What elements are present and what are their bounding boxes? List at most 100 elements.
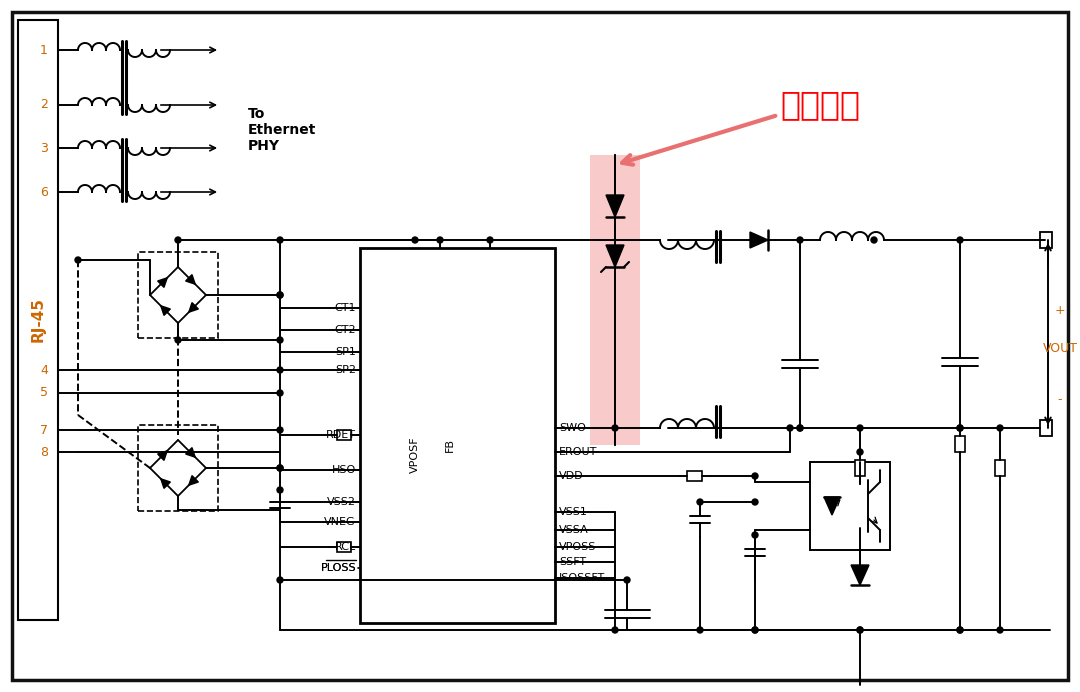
Circle shape — [787, 425, 793, 431]
Text: 5: 5 — [40, 387, 48, 399]
Circle shape — [957, 237, 963, 243]
Polygon shape — [606, 195, 624, 217]
Text: +: + — [1055, 304, 1065, 316]
Bar — [18, 20, 58, 620]
Bar — [138, 252, 218, 338]
Text: VOUT: VOUT — [1042, 341, 1078, 354]
Text: CT1: CT1 — [335, 303, 356, 313]
Circle shape — [797, 425, 804, 431]
Circle shape — [957, 627, 963, 633]
Bar — [337, 542, 351, 552]
Bar — [1040, 420, 1052, 436]
Text: 7: 7 — [40, 424, 48, 437]
Circle shape — [487, 237, 492, 243]
Circle shape — [858, 627, 863, 633]
Text: 3: 3 — [40, 141, 48, 154]
Circle shape — [175, 337, 181, 343]
Text: VNEG: VNEG — [324, 517, 356, 527]
Circle shape — [858, 627, 863, 633]
Text: PLOSS: PLOSS — [321, 563, 356, 573]
Bar — [687, 471, 702, 481]
Circle shape — [957, 425, 963, 431]
Bar — [855, 460, 865, 476]
Bar — [360, 248, 555, 623]
Polygon shape — [161, 306, 171, 316]
Polygon shape — [189, 475, 199, 485]
Polygon shape — [186, 275, 195, 284]
Circle shape — [276, 292, 283, 298]
Text: VDD: VDD — [559, 471, 583, 481]
Circle shape — [957, 425, 963, 431]
Text: RCL: RCL — [335, 542, 356, 552]
Circle shape — [797, 237, 804, 243]
Circle shape — [276, 465, 283, 471]
Bar — [337, 430, 351, 440]
Circle shape — [752, 473, 758, 479]
Text: RJ-45: RJ-45 — [30, 298, 45, 343]
Circle shape — [870, 237, 877, 243]
Circle shape — [612, 627, 618, 633]
Circle shape — [276, 390, 283, 396]
Bar — [955, 436, 966, 452]
Circle shape — [997, 425, 1003, 431]
Text: 2: 2 — [40, 98, 48, 111]
Text: 1: 1 — [40, 44, 48, 57]
Text: VSSA: VSSA — [559, 525, 589, 535]
Circle shape — [697, 627, 703, 633]
Text: EROUT: EROUT — [559, 447, 597, 457]
Bar — [1040, 232, 1052, 248]
Circle shape — [624, 577, 630, 583]
Polygon shape — [750, 232, 768, 248]
Text: 8: 8 — [40, 446, 48, 459]
Circle shape — [997, 627, 1003, 633]
Polygon shape — [158, 450, 167, 460]
Bar — [138, 425, 218, 511]
Text: VPOSF: VPOSF — [410, 437, 420, 473]
Circle shape — [752, 627, 758, 633]
Circle shape — [612, 425, 618, 431]
Circle shape — [276, 292, 283, 298]
Text: RDET: RDET — [326, 430, 356, 440]
Text: ISOSSFT: ISOSSFT — [559, 573, 605, 583]
Text: CT2: CT2 — [335, 325, 356, 335]
Polygon shape — [189, 302, 199, 312]
Circle shape — [957, 627, 963, 633]
Bar — [995, 460, 1005, 476]
Circle shape — [437, 237, 443, 243]
Circle shape — [797, 425, 804, 431]
Text: VPOSS: VPOSS — [559, 542, 596, 552]
Text: SSFT: SSFT — [559, 557, 586, 567]
Circle shape — [276, 577, 283, 583]
Bar — [810, 462, 890, 550]
Circle shape — [276, 337, 283, 343]
Circle shape — [752, 532, 758, 538]
Circle shape — [858, 449, 863, 455]
Text: SWO: SWO — [559, 423, 585, 433]
Text: 4: 4 — [40, 363, 48, 376]
Text: PLOSS: PLOSS — [321, 563, 356, 573]
Text: To
Ethernet
PHY: To Ethernet PHY — [248, 107, 316, 153]
Text: VSS1: VSS1 — [559, 507, 588, 517]
Circle shape — [75, 257, 81, 263]
Circle shape — [276, 465, 283, 471]
Polygon shape — [161, 479, 171, 489]
Text: SP1: SP1 — [335, 347, 356, 357]
Text: VSS2: VSS2 — [327, 497, 356, 507]
Circle shape — [752, 627, 758, 633]
Polygon shape — [851, 565, 869, 585]
Polygon shape — [186, 448, 195, 457]
Circle shape — [276, 427, 283, 433]
Circle shape — [752, 499, 758, 505]
Text: SP2: SP2 — [335, 365, 356, 375]
Circle shape — [697, 499, 703, 505]
Text: -: - — [1057, 394, 1063, 406]
Circle shape — [175, 237, 181, 243]
Polygon shape — [606, 245, 624, 267]
Circle shape — [858, 425, 863, 431]
Circle shape — [411, 237, 418, 243]
Text: 6: 6 — [40, 185, 48, 199]
Bar — [590, 155, 640, 445]
Circle shape — [276, 487, 283, 493]
Polygon shape — [158, 277, 167, 287]
Text: HSO: HSO — [332, 465, 356, 475]
